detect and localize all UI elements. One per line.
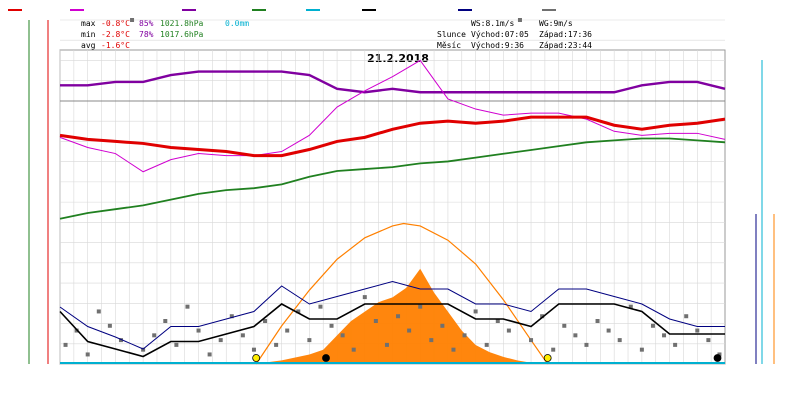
series-wind-dir-point (340, 333, 345, 338)
series-wind-dir-point (617, 338, 622, 343)
sun-set: Západ:17:36 (539, 30, 592, 39)
series-wind-dir-point (296, 309, 301, 314)
moonrise-marker (322, 354, 330, 362)
series-wind-dir-point (351, 347, 356, 352)
series-wind-dir-point (196, 328, 201, 333)
series-wind-dir-point (285, 328, 290, 333)
series-wind-dir-point (329, 323, 334, 328)
series-wind-dir-point (584, 342, 589, 347)
series-temperature (59, 115, 726, 158)
stats-min-hum: 78% (139, 30, 154, 39)
stats-max-press: 1021.8hPa (160, 19, 204, 28)
series-wind-dir-point (396, 314, 401, 319)
series-wind-dir-point (130, 18, 135, 22)
series-wind-dir-point (229, 314, 234, 319)
stats-max-temp: -0.8°C (101, 19, 130, 28)
series-wind-dir-point (628, 304, 633, 309)
series-wind-dir-point (706, 338, 711, 343)
series-wind-dir-point (141, 347, 146, 352)
wind-gust-info: WG:9m/s (539, 19, 573, 28)
plot-frame (59, 19, 726, 365)
series-humidity (60, 70, 726, 94)
series-wind-dir-point (506, 328, 511, 333)
series-wind-dir-point (152, 333, 157, 338)
series-wind-dir-point (662, 333, 667, 338)
series-wind-dir-point (240, 333, 245, 338)
series-wind-dir-point (418, 304, 423, 309)
series-wind-dir-point (63, 342, 68, 347)
series-wind-dir-point (96, 309, 101, 314)
series-wind-dir-point (462, 333, 467, 338)
series-wind-dir-point (384, 342, 389, 347)
series-wind-dir-point (606, 328, 611, 333)
series-wind-dir-point (274, 342, 279, 347)
series-wind (59, 303, 725, 358)
series-wind-dir-point (695, 328, 700, 333)
series-wind-dir-point (451, 347, 456, 352)
series-sun-elevation (255, 222, 549, 365)
series-wind-dir-point (251, 347, 256, 352)
series-wind-dir-point (307, 338, 312, 343)
sun-rise: Východ:07:05 (471, 30, 529, 39)
series-wind-dir-point (85, 352, 90, 357)
series-pressure (59, 137, 726, 220)
series-wind-dir-point (440, 323, 445, 328)
series-wind-dir-point (185, 304, 190, 309)
series-wind-dir-point (551, 347, 556, 352)
stats-avg-temp: -1.6°C (101, 41, 130, 50)
moon-set: Západ:23:44 (539, 41, 592, 50)
moonset-marker (713, 354, 722, 362)
series-wind-dir-point (684, 314, 689, 319)
series-wind-dir-point (163, 319, 168, 323)
series-wind-dir-point (529, 338, 534, 343)
series-wind-dir-point (473, 309, 478, 314)
series-ground-temp (59, 59, 726, 173)
stats-panel: max -0.8°C 85% 1021.8hPa 0.0mm min -2.8°… (81, 19, 592, 50)
series-wind-dir-point (118, 338, 123, 343)
series-wind-dir-point (429, 338, 434, 343)
series-wind-dir-point (650, 323, 655, 328)
series-wind-dir-point (218, 338, 223, 343)
series-wind-dir-point (318, 304, 323, 309)
wind-speed-info: WS:8.1m/s (471, 19, 515, 28)
series-wind-dir-point (540, 314, 545, 319)
moon-label: Měsíc (437, 41, 461, 50)
stats-max-rain: 0.0mm (225, 19, 249, 28)
series-wind-dir-point (174, 342, 179, 347)
series-wind-dir-point (495, 319, 500, 323)
series-wind-dir-point (639, 347, 644, 352)
stats-min-temp: -2.8°C (101, 30, 130, 39)
chart-title: 21.2.2018 (367, 52, 429, 65)
series-wind-dir-point (207, 352, 212, 357)
series-wind-dir-point (595, 319, 600, 323)
stats-max-label: max (81, 19, 96, 28)
series-wind-dir-point (263, 319, 268, 323)
series-wind-dir-point (573, 333, 578, 338)
stats-avg-label: avg (81, 41, 96, 50)
stats-min-press: 1017.6hPa (160, 30, 204, 39)
series (59, 18, 726, 365)
series-gust (59, 280, 725, 350)
sunset-marker (543, 354, 552, 362)
stats-max-hum: 85% (139, 19, 154, 28)
series-wind-dir-point (517, 18, 522, 22)
series-wind-dir-point (407, 328, 412, 333)
sunrise-marker (252, 354, 261, 362)
series-wind-dir-point (717, 352, 722, 357)
sun-label: Slunce (437, 30, 466, 39)
series-wind-dir-point (562, 323, 567, 328)
series-wind-dir-point (373, 319, 378, 323)
series-radiation (253, 268, 548, 364)
series-wind-dir-point (362, 295, 367, 300)
series-wind-dir-point (484, 342, 489, 347)
stats-min-label: min (81, 30, 96, 39)
series-wind-dir-point (673, 342, 678, 347)
moon-rise: Východ:9:36 (471, 41, 524, 50)
axes (28, 20, 775, 364)
series-wind-dir-point (107, 323, 112, 328)
